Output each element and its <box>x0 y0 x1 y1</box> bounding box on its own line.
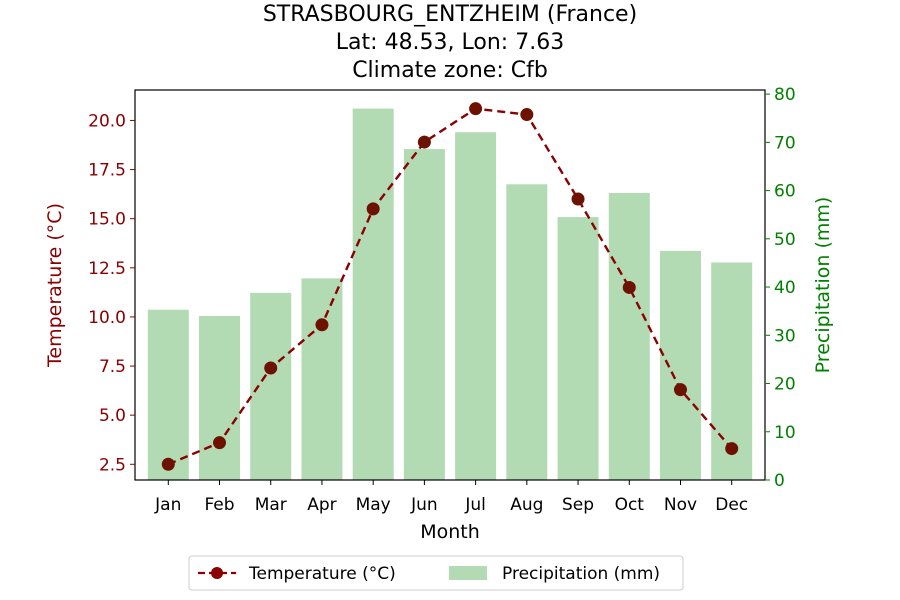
precipitation-bar-sep <box>557 217 599 480</box>
y-right-tick-label: 0 <box>774 471 785 491</box>
x-tick-label: Feb <box>204 495 234 515</box>
legend-temperature-marker-icon <box>211 567 223 579</box>
legend: Temperature (°C) Precipitation (mm) <box>188 555 684 591</box>
legend-frame <box>188 555 684 591</box>
y-left-tick-label: 20.0 <box>88 111 126 131</box>
precipitation-bar-aug <box>506 184 548 480</box>
x-tick-label: Jul <box>464 495 486 515</box>
y-right-tick-label: 30 <box>774 326 796 346</box>
x-tick-label: Jan <box>154 495 181 515</box>
x-tick-label: Jun <box>410 495 438 515</box>
temperature-point-apr <box>315 318 329 332</box>
x-tick-label: Oct <box>615 495 645 515</box>
x-tick-label: Apr <box>307 495 336 515</box>
chart-title: STRASBOURG_ENTZHEIM (France) Lat: 48.53,… <box>263 2 637 83</box>
chart-title-line-3: Climate zone: Cfb <box>352 58 548 83</box>
y-right-tick-label: 50 <box>774 230 796 250</box>
temperature-point-sep <box>571 192 585 206</box>
x-axis-ticks: Jan Feb Mar Apr May Jun Jul Aug Sep Oct Nov Dec <box>154 480 748 515</box>
precipitation-bar-may <box>352 108 394 481</box>
x-axis-label: Month <box>420 521 480 543</box>
plot-frame <box>134 89 766 481</box>
y-left-tick-label: 12.5 <box>88 259 126 279</box>
temperature-point-jul <box>469 102 483 116</box>
legend-precipitation-label: Precipitation (mm) <box>502 564 660 584</box>
precipitation-bar-mar <box>250 292 292 480</box>
precipitation-bar-nov <box>660 250 701 480</box>
legend-temperature-label: Temperature (°C) <box>248 564 396 584</box>
x-tick-label: May <box>356 495 391 515</box>
temperature-point-aug <box>520 108 534 122</box>
x-tick-label: Sep <box>562 495 594 515</box>
x-tick-label: Aug <box>510 495 543 515</box>
temperature-line <box>161 102 739 471</box>
precipitation-bar-jul <box>455 132 497 480</box>
temperature-series-line <box>167 107 733 466</box>
y-left-tick-label: 10.0 <box>88 308 126 328</box>
precipitation-bars <box>147 108 753 481</box>
y-axis-left-ticks: 2.5 5.0 7.5 10.0 12.5 15.0 17.5 20.0 <box>88 111 135 475</box>
precipitation-bar-jan <box>147 309 189 480</box>
y-axis-right-label: Precipitation (mm) <box>812 197 834 374</box>
chart-title-line-1: STRASBOURG_ENTZHEIM (France) <box>263 2 637 27</box>
y-right-tick-label: 40 <box>774 278 796 298</box>
temperature-point-jan <box>161 457 175 471</box>
precipitation-bar-oct <box>608 192 650 481</box>
temperature-point-dec <box>725 442 739 456</box>
y-left-tick-label: 7.5 <box>99 357 126 377</box>
y-left-tick-label: 5.0 <box>99 406 126 426</box>
temperature-point-jun <box>417 135 431 149</box>
temperature-point-oct <box>622 280 636 294</box>
y-left-tick-label: 15.0 <box>88 210 126 230</box>
precipitation-bar-feb <box>199 315 240 480</box>
y-right-tick-label: 60 <box>774 182 796 202</box>
temperature-point-mar <box>264 361 278 375</box>
y-right-tick-label: 20 <box>774 375 796 395</box>
y-axis-left-label: Temperature (°C) <box>44 203 66 368</box>
precipitation-bar-jun <box>403 149 445 480</box>
y-right-tick-label: 70 <box>774 133 796 153</box>
chart-title-line-2: Lat: 48.53, Lon: 7.63 <box>336 30 564 55</box>
precipitation-bar-apr <box>301 278 343 480</box>
y-left-tick-label: 2.5 <box>99 455 126 475</box>
x-tick-label: Dec <box>715 495 748 515</box>
legend-precipitation-swatch-icon <box>449 566 487 580</box>
y-axis-right-ticks: 0 10 20 30 40 50 60 70 80 <box>765 85 796 491</box>
temperature-point-may <box>366 202 380 216</box>
y-right-tick-label: 80 <box>774 85 796 105</box>
temperature-point-nov <box>673 383 687 397</box>
y-left-tick-label: 17.5 <box>88 161 126 181</box>
x-tick-label: Mar <box>255 495 287 515</box>
y-right-tick-label: 10 <box>774 423 796 443</box>
temperature-point-feb <box>213 436 227 450</box>
x-tick-label: Nov <box>664 495 697 515</box>
